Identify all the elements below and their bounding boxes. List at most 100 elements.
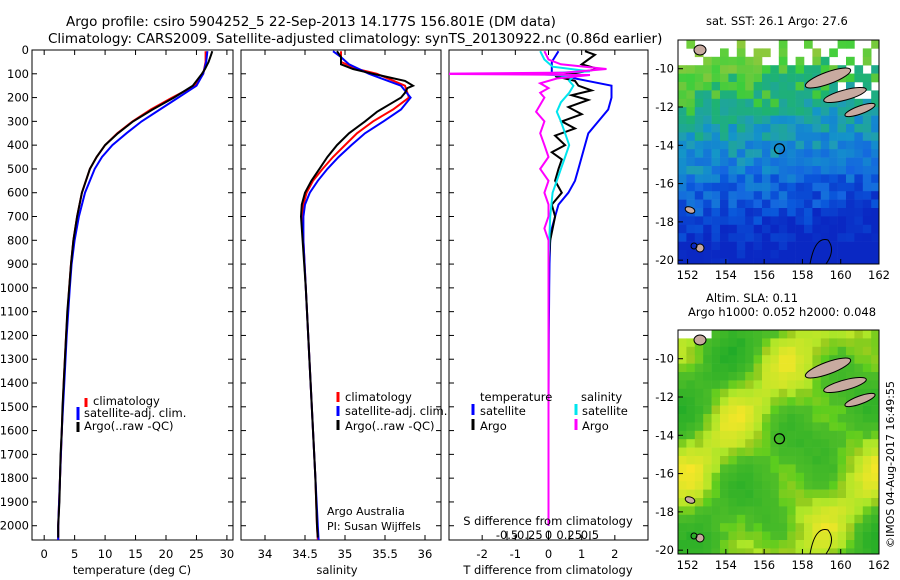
map-cell: [728, 115, 738, 125]
map-cell: [812, 182, 822, 192]
map-cell: [837, 523, 847, 532]
map-cell: [795, 388, 805, 398]
map-cell: [728, 422, 738, 432]
map-cell: [812, 107, 822, 116]
map-cell: [770, 523, 780, 532]
map-cell: [736, 380, 746, 390]
map-cell: [678, 82, 687, 91]
map-cell: [770, 241, 780, 251]
map-cell: [762, 258, 771, 264]
map-cell: [753, 506, 763, 516]
map-cell: [795, 548, 805, 554]
map-cell: [837, 107, 847, 116]
map-cell: [812, 140, 822, 150]
map-cell: [787, 98, 796, 108]
map-cell: [862, 372, 872, 381]
map-cell: [694, 430, 704, 440]
map-cell: [820, 174, 830, 184]
map-cell: [846, 132, 855, 142]
map-cell: [854, 388, 864, 398]
map-cell: [787, 65, 796, 74]
map-cell: [711, 447, 721, 457]
secondary-marker: [690, 242, 698, 250]
map-cell: [778, 182, 788, 192]
depth-tick-label: 800: [7, 233, 29, 247]
map-cell: [778, 330, 788, 339]
map-cell: [728, 224, 738, 234]
map-cell: [703, 90, 712, 100]
depth-tick-label: 1900: [0, 495, 29, 509]
map-cell: [862, 514, 872, 524]
map-cell: [678, 397, 687, 406]
map-cell: [745, 439, 754, 448]
map-cell: [812, 166, 822, 175]
map-cell: [804, 40, 813, 49]
map-cell: [762, 548, 771, 554]
map-cell: [678, 355, 687, 364]
map-cell: [787, 224, 796, 234]
map-cell: [720, 447, 729, 457]
map-cell: [686, 191, 696, 200]
depth-tick-label: 500: [7, 162, 29, 176]
map-cell: [862, 199, 872, 209]
x-tick-label: 30: [220, 547, 235, 561]
map-cell: [711, 73, 721, 83]
map-cell: [736, 506, 746, 516]
map-cell: [728, 397, 738, 406]
map-cell: [762, 472, 771, 482]
x-tick-label: 25: [189, 547, 204, 561]
map-cell: [762, 65, 771, 74]
map-cell: [862, 157, 872, 167]
map-cell: [871, 216, 879, 226]
map-cell: [736, 330, 746, 339]
map-cell: [770, 330, 780, 339]
map-cell: [871, 98, 879, 108]
map-cell: [812, 157, 822, 167]
map-cell: [795, 107, 805, 116]
map-cell: [804, 65, 813, 74]
map-cell: [820, 430, 830, 440]
map-cell: [720, 56, 729, 66]
map-cell: [837, 258, 847, 264]
map-cell: [728, 191, 738, 200]
map-cell: [728, 330, 738, 339]
map-cell: [812, 56, 822, 66]
map-cell: [787, 414, 796, 423]
map-cell: [787, 157, 796, 167]
map-cell: [753, 216, 763, 226]
map-cell: [728, 166, 738, 175]
map-cell: [829, 422, 838, 432]
x-tick-label: 10: [98, 547, 113, 561]
map-cell: [846, 157, 855, 167]
map-cell: [804, 464, 813, 474]
map-cell: [753, 523, 763, 532]
map-cell: [770, 233, 780, 242]
depth-tick-label: 1700: [0, 447, 29, 461]
map-cell: [795, 330, 805, 339]
map-cell: [686, 355, 696, 364]
sst-heatmap: [678, 40, 879, 264]
map-cell: [862, 208, 872, 217]
map-cell: [694, 523, 704, 532]
map-cell: [728, 472, 738, 482]
map-cell: [778, 514, 788, 524]
map-cell: [711, 90, 721, 100]
island-outline: [684, 496, 696, 504]
map-cell: [829, 191, 838, 200]
map-y-tick-label: -18: [655, 505, 674, 519]
map-cell: [711, 216, 721, 226]
map-cell: [736, 548, 746, 554]
temperature-x-axis: 0 5 10 15 20 25 30: [41, 50, 235, 561]
map-cell: [829, 233, 838, 242]
map-cell: [762, 523, 771, 532]
map-cell: [871, 447, 879, 457]
map-cell: [753, 405, 763, 415]
map-cell: [678, 157, 687, 167]
map-cell: [837, 224, 847, 234]
map-cell: [820, 124, 830, 133]
map-cell: [804, 430, 813, 440]
map-cell: [829, 523, 838, 532]
map-cell: [694, 506, 704, 516]
map-cell: [837, 250, 847, 259]
map-cell: [778, 107, 788, 116]
